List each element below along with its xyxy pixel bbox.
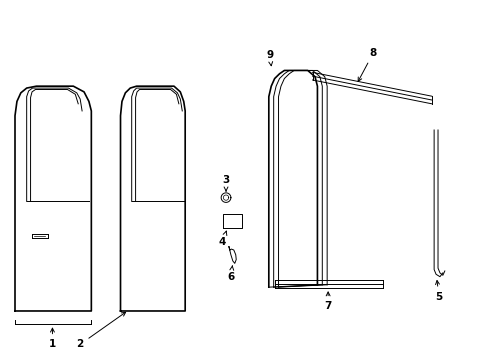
Text: 8: 8 [357,48,376,81]
Text: 6: 6 [227,266,234,282]
Text: 1: 1 [49,328,56,349]
Text: 2: 2 [77,312,125,349]
Text: 3: 3 [222,175,229,191]
Text: 5: 5 [434,280,442,302]
Text: 7: 7 [324,292,331,311]
Text: 9: 9 [265,50,273,66]
Text: 4: 4 [219,231,226,247]
